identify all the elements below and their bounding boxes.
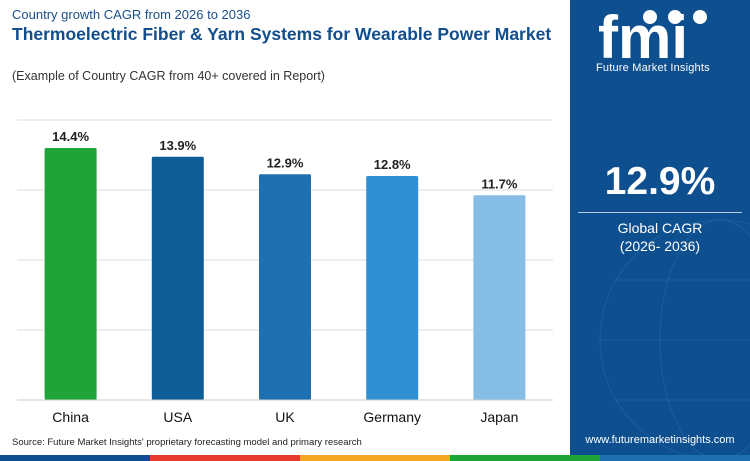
global-cagr-label: Global CAGR (617, 220, 703, 236)
chart-caption: (Example of Country CAGR from 40+ covere… (12, 69, 325, 83)
chart-panel: Country growth CAGR from 2026 to 2036 Th… (12, 7, 553, 448)
source-note: Source: Future Market Insights' propriet… (12, 437, 362, 448)
global-cagr-value: 12.9% (604, 160, 716, 203)
category-label: Japan (480, 409, 518, 425)
data-label: 13.9% (159, 138, 196, 153)
color-strip (0, 455, 750, 461)
bar-germany (366, 176, 419, 400)
bar-japan (473, 195, 526, 400)
strip-segment (450, 455, 600, 461)
brand-name: Future Market Insights (596, 62, 710, 74)
category-label: UK (275, 409, 295, 425)
category-label: Germany (363, 409, 421, 425)
website-link[interactable]: www.futuremarketinsights.com (585, 434, 735, 446)
strip-segment (150, 455, 300, 461)
strip-segment (0, 455, 150, 461)
data-label: 11.7% (481, 176, 518, 191)
chart-title: Thermoelectric Fiber & Yarn Systems for … (12, 24, 552, 44)
category-label: USA (163, 409, 192, 425)
bar-usa (151, 156, 204, 400)
data-label: 12.8% (374, 157, 411, 172)
summary-panel: fmi Future Market Insights 12.9% Global … (570, 0, 750, 461)
global-cagr-period: (2026- 2036) (619, 238, 701, 254)
data-label: 12.9% (267, 155, 304, 170)
strip-segment (300, 455, 450, 461)
category-label: China (52, 409, 89, 425)
data-label: 14.4% (52, 129, 89, 144)
divider (578, 212, 742, 213)
chart-subtitle: Country growth CAGR from 2026 to 2036 (12, 7, 251, 22)
fmi-logo-icon: fmi (598, 8, 707, 64)
strip-segment (600, 455, 750, 461)
bar-chart: 14.4% China 13.9% USA 12.9% UK 12.8% Germany 11.… (17, 119, 553, 425)
bar-china (44, 148, 97, 400)
bar-uk (259, 174, 311, 400)
